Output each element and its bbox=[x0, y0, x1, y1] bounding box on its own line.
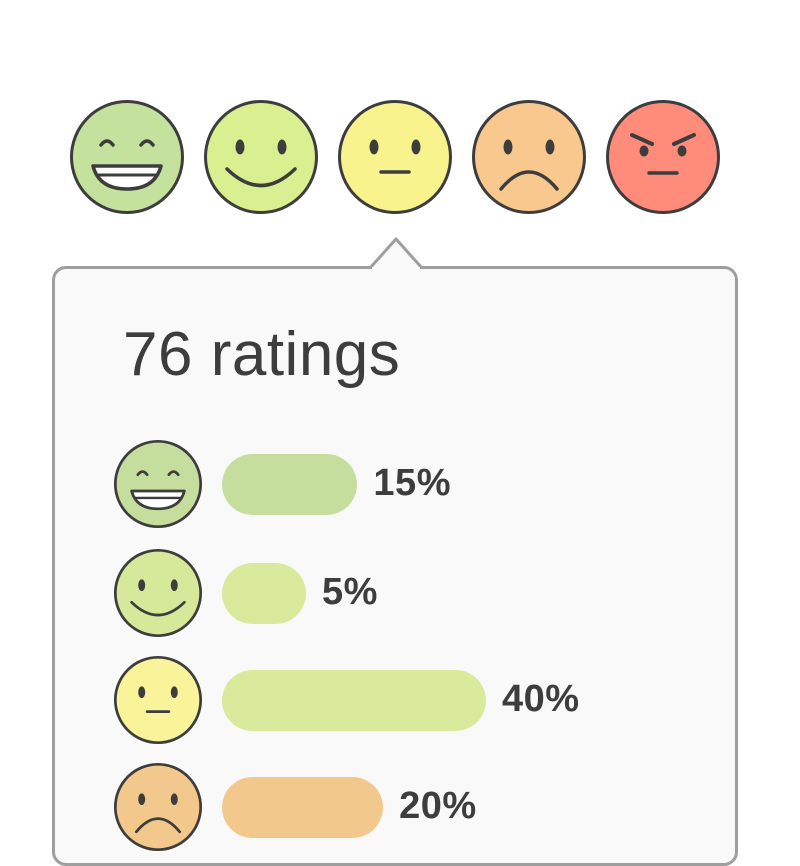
breakdown-bar-very-happy bbox=[222, 454, 358, 515]
breakdown-percent-neutral: 40% bbox=[502, 678, 580, 720]
angry-face-icon bbox=[606, 100, 720, 214]
sad-face-button[interactable] bbox=[471, 99, 587, 215]
rating-face-row bbox=[0, 0, 800, 230]
breakdown-row-happy: 5% bbox=[55, 548, 735, 638]
breakdown-percent-very-happy: 15% bbox=[373, 462, 451, 504]
breakdown-neutral-face-icon bbox=[113, 655, 203, 745]
sad-face-icon bbox=[472, 100, 586, 214]
breakdown-bar-neutral bbox=[222, 670, 486, 731]
breakdown-percent-happy: 5% bbox=[322, 571, 378, 613]
very-happy-face-button[interactable] bbox=[69, 99, 185, 215]
breakdown-bar-happy bbox=[222, 563, 306, 624]
happy-face-button[interactable] bbox=[203, 99, 319, 215]
breakdown-row-very-happy: 15% bbox=[55, 439, 735, 529]
breakdown-very-happy-face-icon bbox=[113, 439, 203, 529]
angry-face-button[interactable] bbox=[605, 99, 721, 215]
breakdown-row-neutral: 40% bbox=[55, 655, 735, 745]
breakdown-bar-sad bbox=[222, 777, 384, 838]
breakdown-percent-sad: 20% bbox=[399, 785, 477, 827]
popover-arrow bbox=[370, 237, 422, 270]
very-happy-face-icon bbox=[70, 100, 184, 214]
ratings-count-title: 76 ratings bbox=[123, 320, 401, 389]
breakdown-happy-face-icon bbox=[113, 548, 203, 638]
happy-face-icon bbox=[204, 100, 318, 214]
breakdown-sad-face-icon bbox=[113, 762, 203, 852]
neutral-face-button[interactable] bbox=[337, 99, 453, 215]
ratings-popover: 76 ratings 15% 5% bbox=[52, 266, 738, 866]
neutral-face-icon bbox=[338, 100, 452, 214]
breakdown-row-sad: 20% bbox=[55, 762, 735, 852]
